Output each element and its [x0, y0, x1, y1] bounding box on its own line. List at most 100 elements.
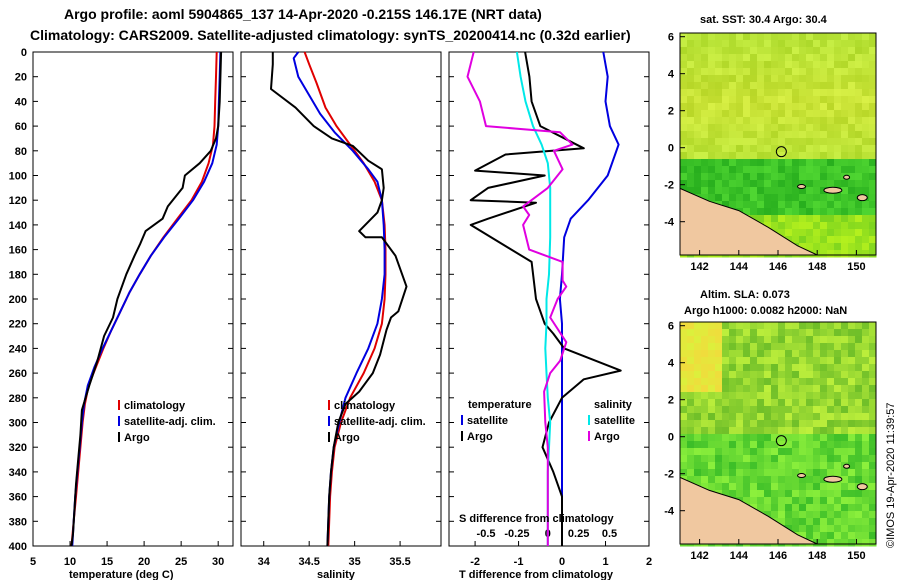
map-cell [855, 427, 863, 435]
map-cell [722, 159, 730, 167]
map-cell [834, 236, 842, 244]
map-cell [827, 243, 835, 251]
map-cell [862, 532, 870, 540]
map-cell [729, 68, 737, 76]
map-cell [680, 138, 688, 146]
map-cell [757, 357, 765, 365]
map-cell [813, 483, 821, 491]
map-cell [736, 378, 744, 386]
map-cell [841, 89, 849, 97]
map-cell [841, 497, 849, 505]
depth-tick-label: 40 [15, 96, 27, 108]
map-cell [792, 236, 800, 244]
map-cell [820, 201, 828, 209]
map-cell [778, 159, 786, 167]
map-cell [722, 434, 730, 442]
map-cell [729, 61, 737, 69]
map-cell [750, 434, 758, 442]
map-cell [680, 124, 688, 132]
map-cell [680, 357, 688, 365]
map-cell [834, 329, 842, 337]
map-cell [680, 329, 688, 337]
map-cell [757, 110, 765, 118]
map-cell [813, 532, 821, 540]
map-cell [827, 152, 835, 160]
map-cell [827, 222, 835, 230]
map-cell [715, 364, 723, 372]
map-cell [729, 110, 737, 118]
map-y-tick-label: -2 [664, 180, 674, 192]
map-cell [855, 343, 863, 351]
map-cell [813, 336, 821, 344]
map-cell [771, 110, 779, 118]
x-tick-label: 20 [138, 556, 150, 568]
map-cell [757, 124, 765, 132]
map-cell [834, 201, 842, 209]
map-cell [834, 532, 842, 540]
map-cell [701, 96, 709, 104]
map-cell [715, 187, 723, 195]
map-cell [862, 152, 870, 160]
map-cell [708, 322, 716, 330]
map-cell [778, 145, 786, 153]
map-cell [750, 497, 758, 505]
map-cell [855, 110, 863, 118]
map-cell [687, 33, 695, 41]
map-cell [764, 75, 772, 83]
map-cell [785, 518, 793, 526]
map-cell [848, 518, 856, 526]
map-cell [750, 406, 758, 414]
map-cell [736, 159, 744, 167]
map-cell [820, 322, 828, 330]
map-cell [813, 504, 821, 512]
map-cell [708, 138, 716, 146]
map-cell [771, 222, 779, 230]
map-cell [862, 357, 870, 365]
map-cell [869, 476, 877, 484]
map-cell [778, 448, 786, 456]
map-cell [757, 75, 765, 83]
map-cell [729, 448, 737, 456]
map-cell [820, 131, 828, 139]
map-cell [729, 75, 737, 83]
map-cell [722, 173, 730, 181]
map-cell [778, 89, 786, 97]
map-cell [750, 145, 758, 153]
map-cell [708, 357, 716, 365]
map-cell [764, 455, 772, 463]
map-cell [841, 399, 849, 407]
map-cell [701, 483, 709, 491]
map-cell [820, 124, 828, 132]
map-cell [750, 322, 758, 330]
map-cell [757, 131, 765, 139]
map-cell [715, 117, 723, 125]
map-cell [820, 159, 828, 167]
map-cell [820, 469, 828, 477]
map-cell [715, 483, 723, 491]
map-cell [855, 117, 863, 125]
map-cell [792, 61, 800, 69]
map-cell [757, 343, 765, 351]
map-cell [785, 215, 793, 223]
temperature-xlabel: temperature (deg C) [69, 569, 174, 580]
map-cell [841, 33, 849, 41]
map-cell [715, 357, 723, 365]
map-cell [764, 54, 772, 62]
map-cell [722, 406, 730, 414]
map-cell [785, 490, 793, 498]
map-cell [778, 82, 786, 90]
map-cell [799, 343, 807, 351]
map-cell [687, 392, 695, 400]
map-cell [764, 222, 772, 230]
map-cell [715, 455, 723, 463]
map-cell [694, 40, 702, 48]
map-cell [729, 371, 737, 379]
map-cell [841, 434, 849, 442]
map-cell [680, 455, 688, 463]
map-cell [701, 441, 709, 449]
map-cell [792, 152, 800, 160]
map-cell [841, 187, 849, 195]
map-cell [785, 350, 793, 358]
map-cell [764, 469, 772, 477]
map-cell [764, 138, 772, 146]
